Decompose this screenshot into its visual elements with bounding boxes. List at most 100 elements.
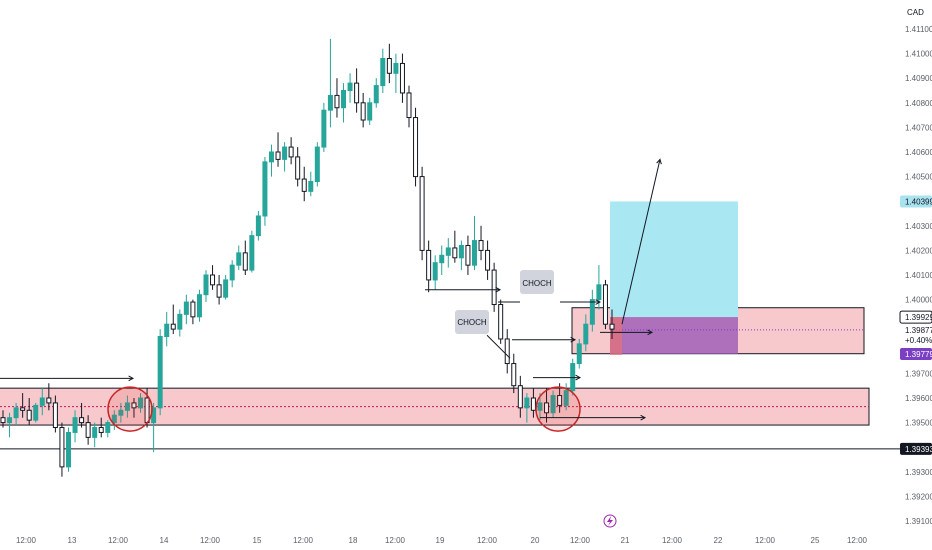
- candle-body: [524, 397, 530, 409]
- choch-callout-2[interactable]: CHOCH: [455, 310, 489, 334]
- candle-body: [491, 269, 497, 306]
- candle-body: [589, 299, 595, 325]
- price-tick: 1.41000: [905, 50, 932, 59]
- price-tick: 1.39600: [905, 394, 932, 403]
- candle-body: [242, 252, 248, 271]
- price-tick: 1.40000: [905, 296, 932, 305]
- price-tag-target: 1.40399: [900, 195, 932, 208]
- candle-body: [268, 151, 274, 163]
- candle-body: [609, 323, 615, 330]
- candle-body: [347, 82, 353, 92]
- candle-body: [485, 249, 491, 271]
- candle-body: [465, 244, 471, 266]
- price-tick: 1.39200: [905, 492, 932, 501]
- svg-text:1.39877: 1.39877: [905, 326, 932, 335]
- arrows: [0, 158, 662, 421]
- candle-body: [65, 431, 71, 468]
- candle-body: [478, 240, 484, 251]
- arrow-projection-head: [656, 158, 662, 165]
- time-tick: 13: [68, 536, 77, 545]
- candle-body: [458, 244, 464, 259]
- candle-body: [321, 109, 327, 148]
- time-tick: 12:00: [570, 536, 591, 545]
- candle-body: [498, 304, 504, 340]
- candle-body: [563, 390, 569, 406]
- time-axis[interactable]: 12:00 13 12:00 14 12:00 15 12:00 18 12:00 19 12:00…: [16, 536, 868, 545]
- time-tick: 12:00: [477, 536, 498, 545]
- candle-body: [33, 404, 39, 421]
- price-tick: 1.40600: [905, 148, 932, 157]
- candle-body: [373, 85, 379, 104]
- candle-body: [177, 313, 183, 330]
- candle-body: [550, 395, 556, 414]
- candle-body: [399, 62, 405, 94]
- price-tick: 1.40900: [905, 74, 932, 83]
- candle-body: [13, 407, 19, 419]
- candle-body: [236, 252, 242, 266]
- candle-body: [79, 417, 85, 424]
- time-tick: 21: [621, 536, 630, 545]
- choch-2-label: CHOCH: [457, 318, 487, 327]
- candle-body: [118, 409, 124, 416]
- price-axis[interactable]: CAD 1.41100 1.41000 1.40900 1.40800 1.40700 1…: [899, 8, 932, 526]
- price-tick: 1.40300: [905, 222, 932, 231]
- candle-body: [46, 397, 52, 404]
- time-tick: 12:00: [385, 536, 406, 545]
- candle-body: [111, 414, 117, 424]
- candle-body: [341, 90, 347, 109]
- price-tick: 1.39300: [905, 468, 932, 477]
- choch-callout-1[interactable]: CHOCH: [520, 270, 554, 294]
- candle-body: [183, 301, 189, 315]
- candle-body: [583, 323, 589, 345]
- candle-body: [249, 235, 255, 271]
- candle-body: [262, 161, 268, 217]
- arrow-supply-top-head: [595, 299, 602, 305]
- time-tick: 12:00: [662, 536, 683, 545]
- candle-body: [576, 343, 582, 365]
- candle-body: [131, 402, 137, 409]
- price-tick: 1.40700: [905, 123, 932, 132]
- highlight-circle-2[interactable]: [535, 386, 581, 432]
- price-tick: 1.40100: [905, 271, 932, 280]
- price-tick: 1.40200: [905, 246, 932, 255]
- candle-body: [360, 102, 366, 121]
- target-zone[interactable]: [610, 201, 738, 318]
- time-tick: 12:00: [755, 536, 776, 545]
- price-tick: 1.39500: [905, 419, 932, 428]
- stop-zone[interactable]: [610, 317, 738, 354]
- currency-label: CAD: [907, 8, 924, 17]
- candle-body: [92, 427, 98, 438]
- price-tick: 1.39700: [905, 369, 932, 378]
- price-tag-stop: 1.39779: [900, 347, 932, 360]
- arrow-left-structure-head: [128, 375, 135, 382]
- candle-body: [367, 102, 373, 121]
- time-tick: 12:00: [847, 536, 868, 545]
- candle-body: [445, 247, 451, 256]
- candle-body: [229, 264, 235, 281]
- candle-body: [210, 274, 216, 286]
- candle-body: [196, 294, 202, 318]
- candle-body: [275, 151, 281, 160]
- candle-body: [452, 247, 458, 259]
- svg-text:1.39393: 1.39393: [905, 445, 932, 454]
- candle-body: [432, 262, 438, 281]
- arrow-demand-bottom-head: [640, 414, 647, 421]
- candles: [0, 38, 615, 477]
- svg-text:1.40399: 1.40399: [905, 197, 932, 206]
- highlight-circle-1[interactable]: [107, 386, 153, 432]
- svg-text:+0.40%: +0.40%: [905, 336, 932, 345]
- price-tag-entry: 1.39929: [899, 310, 932, 324]
- candle-body: [327, 94, 333, 111]
- time-tick: 18: [349, 536, 358, 545]
- candle-body: [308, 181, 314, 192]
- price-tick: 1.40500: [905, 173, 932, 182]
- candle-body: [602, 284, 608, 325]
- arrow-projection[interactable]: [621, 159, 661, 325]
- lightning-icon[interactable]: [603, 514, 617, 528]
- candle-body: [190, 301, 196, 318]
- candle-body: [288, 146, 294, 158]
- candle-body: [20, 407, 26, 411]
- choch-2-pointer[interactable]: [486, 334, 511, 359]
- candle-body: [426, 249, 432, 281]
- candle-body: [0, 417, 6, 424]
